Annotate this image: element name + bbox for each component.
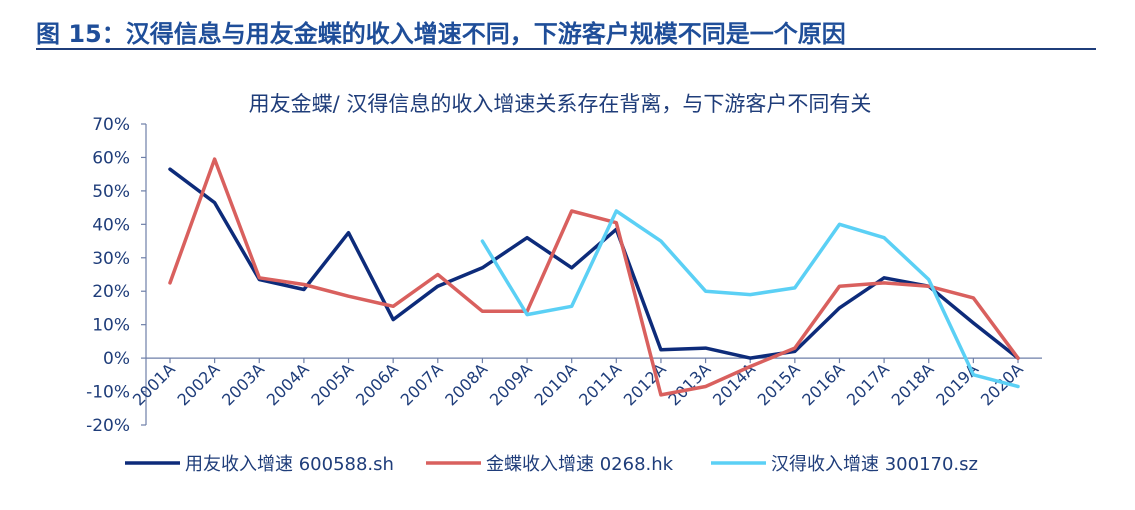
chart-title: 用友金蝶/ 汉得信息的收入增速关系存在背离，与下游客户不同有关 — [249, 92, 872, 116]
x-tick-label: 2010A — [531, 359, 581, 409]
legend-label-1: 用友收入增速 600588.sh — [185, 454, 394, 475]
series-line-2 — [168, 157, 1020, 397]
figure-title: 图 15：汉得信息与用友金蝶的收入增速不同，下游客户规模不同是一个原因 — [36, 20, 846, 48]
x-tick-label: 2006A — [352, 359, 402, 409]
x-tick-label: 2011A — [575, 359, 625, 409]
y-tick-label: 0% — [103, 349, 130, 369]
figure-header: 图 15：汉得信息与用友金蝶的收入增速不同，下游客户规模不同是一个原因 — [36, 10, 1096, 50]
x-tick-label: 2008A — [441, 359, 491, 409]
legend-label-2: 金蝶收入增速 0268.hk — [486, 454, 674, 475]
series-line-1 — [168, 167, 1020, 360]
y-tick-label: 30% — [92, 249, 130, 269]
y-tick-label: 10% — [92, 316, 130, 336]
x-tick-label: 2015A — [754, 359, 804, 409]
y-tick-label: 20% — [92, 282, 130, 302]
x-tick-label: 2001A — [129, 359, 179, 409]
series-line-3 — [480, 209, 1020, 389]
x-tick-label: 2004A — [263, 359, 313, 409]
x-tick-label: 2019A — [932, 359, 982, 409]
x-tick-label: 2003A — [218, 359, 268, 409]
x-tick-label: 2016A — [798, 359, 848, 409]
y-tick-label: 40% — [92, 215, 130, 235]
y-tick-label: 60% — [92, 148, 130, 168]
x-tick-label: 2005A — [307, 359, 357, 409]
x-tick-label: 2018A — [888, 359, 938, 409]
x-tick-label: 2020A — [977, 359, 1027, 409]
x-tick-label: 2017A — [843, 359, 893, 409]
legend-label-3: 汉得收入增速 300170.sz — [771, 454, 978, 475]
y-tick-label: -20% — [86, 416, 130, 436]
x-tick-label: 2012A — [620, 359, 670, 409]
y-tick-label: 70% — [92, 115, 130, 135]
x-tick-label: 2007A — [397, 359, 447, 409]
x-tick-label: 2009A — [486, 359, 536, 409]
y-tick-label: -10% — [86, 383, 130, 403]
y-tick-label: 50% — [92, 182, 130, 202]
x-tick-label: 2002A — [173, 359, 223, 409]
